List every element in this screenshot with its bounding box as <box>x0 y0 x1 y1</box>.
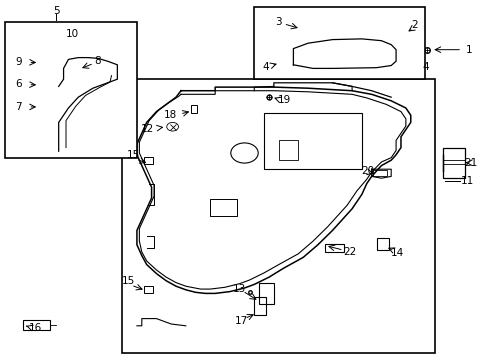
Bar <box>254 297 265 315</box>
Bar <box>5 22 137 158</box>
Text: 2: 2 <box>410 20 417 30</box>
Bar <box>122 79 434 353</box>
Text: 8: 8 <box>94 56 101 66</box>
Text: 5: 5 <box>53 6 60 16</box>
Bar <box>278 140 298 160</box>
Bar <box>372 170 386 176</box>
Text: 4: 4 <box>421 62 428 72</box>
Text: 13: 13 <box>232 284 246 294</box>
Text: 1: 1 <box>465 45 472 55</box>
Text: 11: 11 <box>459 176 473 186</box>
Text: 16: 16 <box>28 323 42 333</box>
Bar <box>254 7 425 79</box>
Bar <box>144 286 153 293</box>
Bar <box>144 157 153 164</box>
Bar <box>190 105 196 113</box>
Text: 12: 12 <box>141 123 154 134</box>
Bar <box>442 148 464 178</box>
Text: 7: 7 <box>15 102 22 112</box>
Text: 18: 18 <box>163 110 177 120</box>
Text: 17: 17 <box>234 316 248 326</box>
Bar <box>264 113 361 169</box>
Bar <box>325 244 343 252</box>
Bar <box>23 320 50 330</box>
Text: 4: 4 <box>262 62 268 72</box>
Bar <box>376 238 388 250</box>
Text: 21: 21 <box>463 158 477 168</box>
Text: 6: 6 <box>15 79 22 89</box>
Bar <box>210 199 237 216</box>
Text: 14: 14 <box>390 248 404 258</box>
Bar <box>71 123 100 137</box>
Bar <box>305 50 346 65</box>
Text: 10: 10 <box>66 29 79 39</box>
Text: 15: 15 <box>126 150 140 160</box>
Bar <box>259 283 273 304</box>
Text: 19: 19 <box>277 95 291 105</box>
Text: 20: 20 <box>361 166 373 176</box>
Text: 3: 3 <box>275 17 282 27</box>
Text: 22: 22 <box>342 247 356 257</box>
Text: 15: 15 <box>121 276 135 286</box>
Text: 9: 9 <box>15 57 22 67</box>
